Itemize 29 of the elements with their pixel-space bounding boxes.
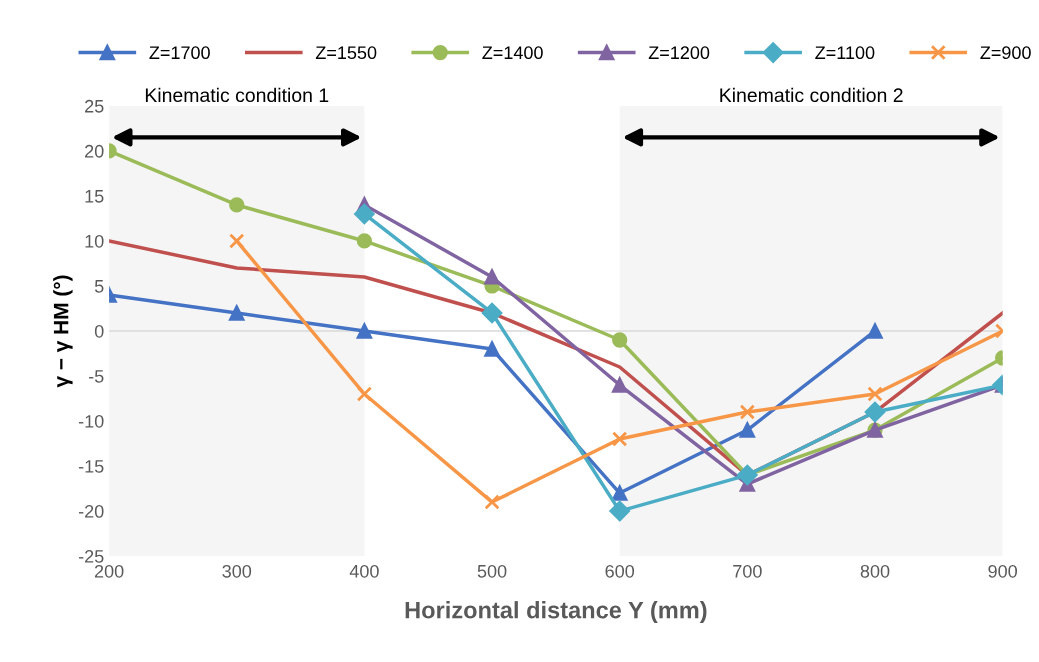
y-axis-title: γ − γ HM (°): [53, 275, 73, 388]
y-tick-label: -25: [78, 550, 104, 563]
legend-label: Z=1550: [315, 46, 377, 60]
legend-label: Z=1400: [482, 46, 543, 60]
legend-label: Z=1200: [648, 46, 710, 60]
y-tick-label: 20: [85, 144, 104, 158]
y-tick-label: -5: [88, 370, 104, 383]
band-label: Kinematic condition 1: [145, 87, 329, 103]
y-tick-label: 25: [85, 99, 104, 113]
y-tick-label: -20: [78, 505, 104, 518]
y-tick-label: 5: [94, 280, 104, 293]
y-tick-label: -15: [78, 460, 104, 473]
x-tick-label: 800: [860, 564, 890, 578]
x-axis-title: Horizontal distance Y (mm): [405, 601, 707, 624]
x-tick-label: 600: [605, 564, 635, 578]
x-tick-label: 700: [733, 564, 762, 578]
x-tick-label: 300: [222, 564, 252, 578]
x-tick-label: 400: [349, 564, 379, 578]
legend-label: Z=900: [980, 46, 1031, 60]
x-tick-label: 200: [94, 564, 124, 578]
y-tick-label: 0: [94, 324, 104, 338]
y-tick-label: 10: [85, 234, 104, 248]
legend-label: Z=1700: [149, 46, 210, 60]
y-tick-label: -10: [78, 414, 104, 428]
legend-label: Z=1100: [815, 46, 875, 60]
x-tick-label: 900: [988, 564, 1017, 578]
y-tick-label: 15: [85, 190, 104, 203]
band-label: Kinematic condition 2: [720, 87, 903, 103]
x-tick-label: 500: [477, 564, 507, 578]
